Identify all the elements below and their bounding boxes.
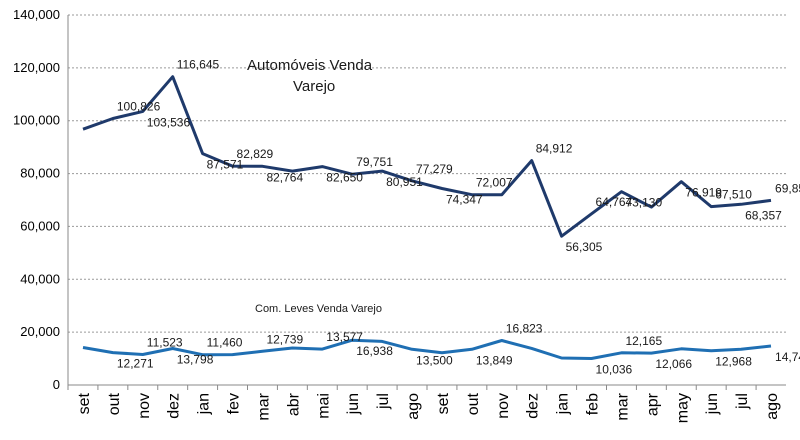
data-label: 79,751 [356,155,393,169]
data-label: 68,357 [745,208,782,222]
data-label: 16,823 [506,322,543,336]
data-label: 10,036 [596,362,633,376]
data-label: 12,968 [715,355,752,369]
y-tick-label: 80,000 [20,166,60,181]
data-label: 64,764 [596,195,633,209]
data-label: 87,571 [207,158,244,172]
data-label: 67,510 [715,188,752,202]
x-tick-label: jun [345,393,362,415]
data-label: 69,855 [775,181,800,195]
x-tick-label: jul [375,393,392,410]
data-label: 82,829 [237,147,274,161]
data-label: 80,951 [386,175,423,189]
data-label: 116,645 [177,58,220,72]
autos-title-line2: Varejo [293,78,335,95]
x-tick-label: nov [495,393,512,419]
data-label: 13,849 [476,353,513,367]
x-tick-label: set [76,392,93,414]
series-line-com-leves [82,338,772,360]
data-label: 14,748 [775,350,800,364]
data-label: 12,271 [117,357,154,371]
y-tick-label: 20,000 [20,324,60,339]
data-label: 11,523 [147,336,183,350]
x-tick-label: mar [614,392,631,420]
data-label: 74,347 [446,193,483,207]
y-tick-label: 140,000 [13,7,60,22]
data-label: 13,798 [177,353,214,367]
data-label: 82,764 [266,170,303,184]
y-axis-ticks: 0 20,000 40,000 60,000 80,000 100,000 120,000 1… [13,7,60,392]
data-label: 12,165 [625,334,662,348]
data-label: 103,536 [147,115,191,129]
x-tick-label: dez [166,393,183,419]
x-axis-ticks: set out nov dez jan fev mar abr mai jun jul ago set o… [67,385,781,423]
y-tick-label: 40,000 [20,271,60,286]
x-tick-label: jan [196,393,213,415]
x-tick-label: jun [704,393,721,415]
x-tick-label: may [674,393,691,423]
x-tick-label: dez [525,393,542,419]
data-label: 13,500 [416,353,453,367]
x-tick-label: mar [255,392,272,420]
x-tick-label: apr [644,392,661,416]
data-label: 100,826 [117,100,161,114]
data-label: 76,919 [685,186,722,200]
data-label: 84,912 [536,142,573,156]
y-tick-label: 0 [53,377,60,392]
x-tick-label: feb [585,393,602,415]
series-lines [82,75,772,360]
x-tick-label: jul [734,393,751,410]
x-tick-label: ago [764,393,781,420]
x-tick-label: ago [405,393,422,420]
x-tick-label: fev [226,393,243,414]
data-label: 82,650 [326,171,363,185]
x-tick-label: abr [285,392,302,416]
y-tick-label: 60,000 [20,218,60,233]
data-label: 77,279 [416,162,453,176]
data-label: 56,305 [566,240,603,254]
y-tick-label: 120,000 [13,60,60,75]
x-tick-label: set [435,392,452,414]
data-label: 73,130 [625,196,662,210]
data-label: 12,739 [266,332,303,346]
y-tick-label: 100,000 [13,113,60,128]
x-tick-label: mai [315,393,332,419]
data-label: 13,577 [326,330,363,344]
leves-title: Com. Leves Venda Varejo [255,303,382,315]
data-label: 11,460 [207,336,243,350]
data-label: 12,066 [655,357,692,371]
autos-title-line1: Automóveis Venda [247,57,373,74]
x-tick-label: jan [555,393,572,415]
x-tick-label: out [465,392,482,415]
gridlines [67,14,786,386]
x-tick-label: out [106,392,123,415]
data-label: 16,938 [356,344,393,358]
series-line-automoveis [82,75,772,238]
x-tick-label: nov [136,393,153,419]
data-label: 72,007 [476,176,513,190]
